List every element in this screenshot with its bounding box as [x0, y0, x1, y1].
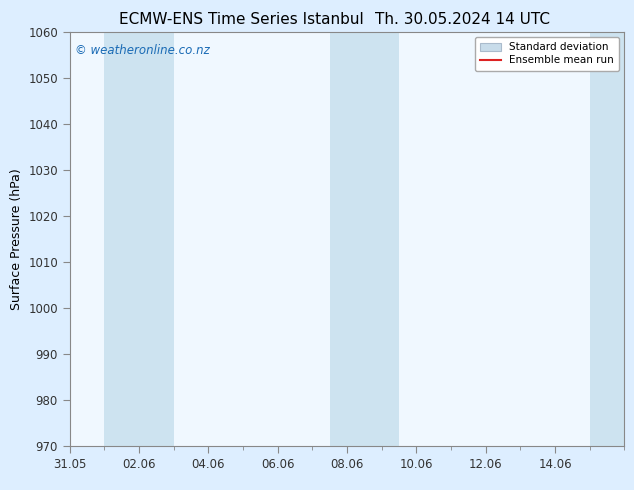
Bar — [105, 32, 174, 446]
Bar — [330, 32, 399, 446]
Y-axis label: Surface Pressure (hPa): Surface Pressure (hPa) — [10, 168, 23, 310]
Text: ECMW-ENS Time Series Istanbul: ECMW-ENS Time Series Istanbul — [119, 12, 363, 27]
Legend: Standard deviation, Ensemble mean run: Standard deviation, Ensemble mean run — [475, 37, 619, 71]
Text: Th. 30.05.2024 14 UTC: Th. 30.05.2024 14 UTC — [375, 12, 550, 27]
Text: © weatheronline.co.nz: © weatheronline.co.nz — [75, 44, 210, 57]
Bar — [590, 32, 624, 446]
